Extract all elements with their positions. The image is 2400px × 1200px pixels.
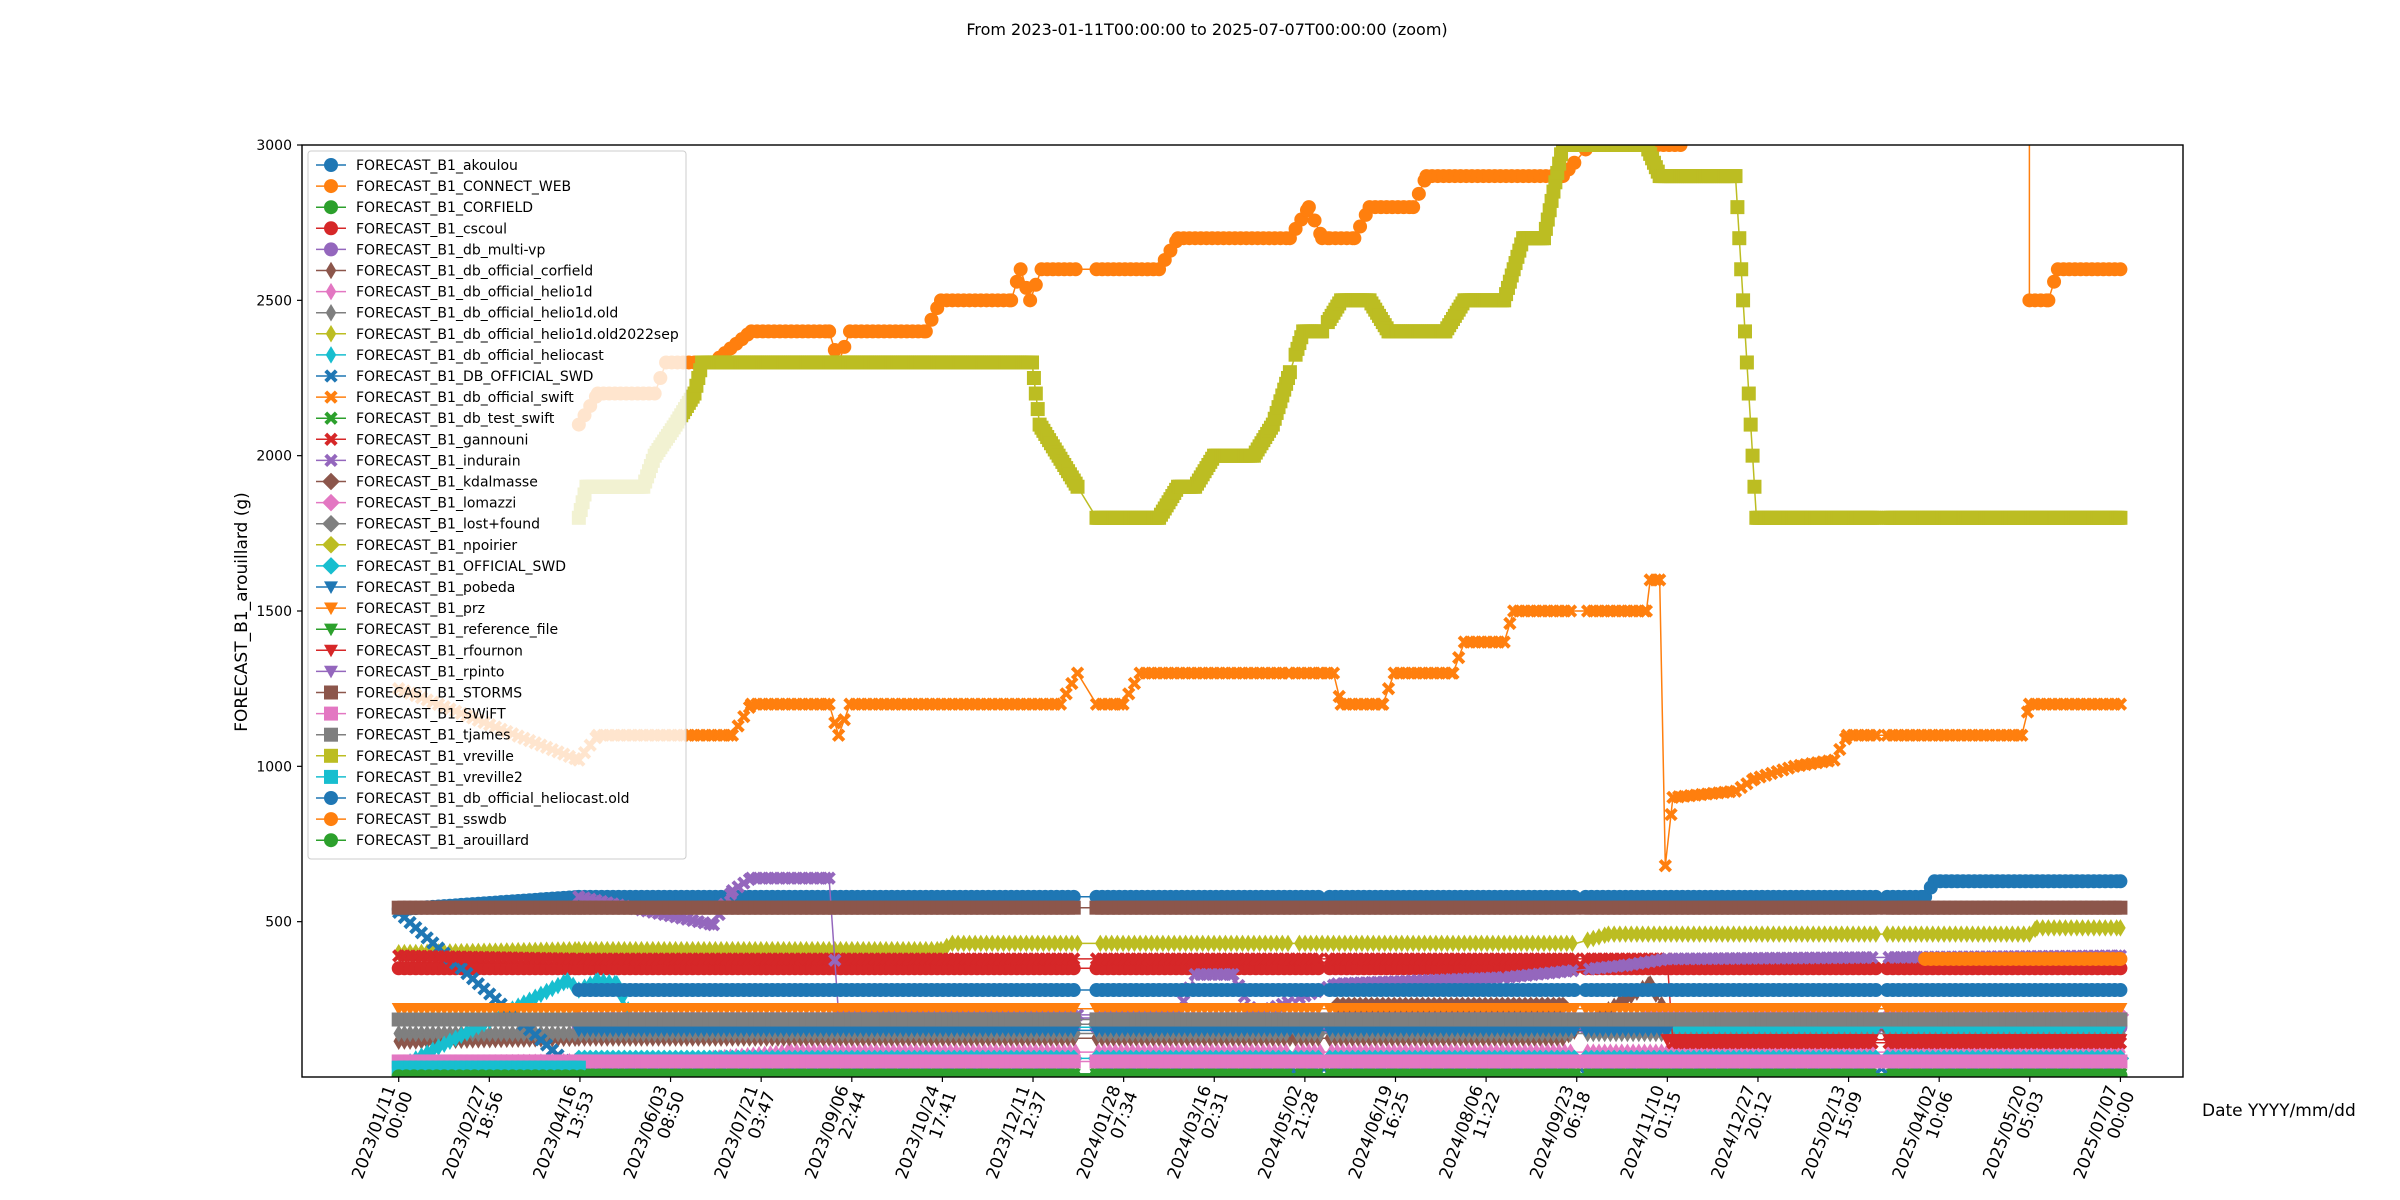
data-point: [924, 312, 939, 327]
data-point: [427, 1024, 439, 1043]
data-point: [1353, 219, 1368, 234]
data-point: [558, 1024, 569, 1043]
data-point: [404, 1024, 416, 1043]
data-point: [1307, 213, 1322, 228]
data-point: [918, 324, 933, 339]
data-point: [399, 1024, 410, 1043]
data-point: [495, 1024, 507, 1043]
data-point: [507, 1024, 518, 1043]
data-point: [564, 1024, 575, 1043]
data-point: [2113, 874, 2128, 889]
data-point: [421, 1024, 433, 1043]
data-point: [552, 1024, 564, 1043]
data-point: [416, 1024, 427, 1043]
data-point: [1406, 200, 1421, 215]
data-point: [547, 1024, 558, 1043]
data-point: [1567, 155, 1582, 170]
data-point: [393, 1024, 404, 1043]
data-point: [1013, 262, 1028, 277]
data-point: [1567, 889, 1582, 904]
data-point: [410, 1024, 422, 1043]
data-point: [2047, 274, 2062, 289]
data-point: [822, 324, 837, 339]
data-point: [1673, 145, 1688, 152]
data-point: [1347, 231, 1362, 246]
data-point: [1301, 200, 1316, 215]
data-point: [1411, 186, 1426, 201]
data-point: [1068, 262, 1083, 277]
series-FORECAST_B1_CONNECT_WEB_2025: [2022, 145, 2128, 308]
data-point: [490, 1024, 501, 1043]
data-point: [2041, 293, 2056, 308]
data-point: [1004, 293, 1019, 308]
data-point: [1311, 889, 1326, 904]
data-point: [2113, 262, 2128, 277]
data-point: [1028, 277, 1043, 292]
data-point: [1066, 889, 1081, 904]
data-point: [1868, 889, 1883, 904]
data-point: [433, 1024, 444, 1043]
data-point: [501, 1024, 513, 1043]
plot-area: [391, 145, 2130, 1077]
data-point: [1868, 961, 1883, 976]
data-point: [484, 1024, 495, 1043]
data-point: [1023, 293, 1038, 308]
chart-title: From 2023-01-11T00:00:00 to 2025-07-07T0…: [966, 20, 1447, 39]
data-point: [837, 339, 852, 354]
